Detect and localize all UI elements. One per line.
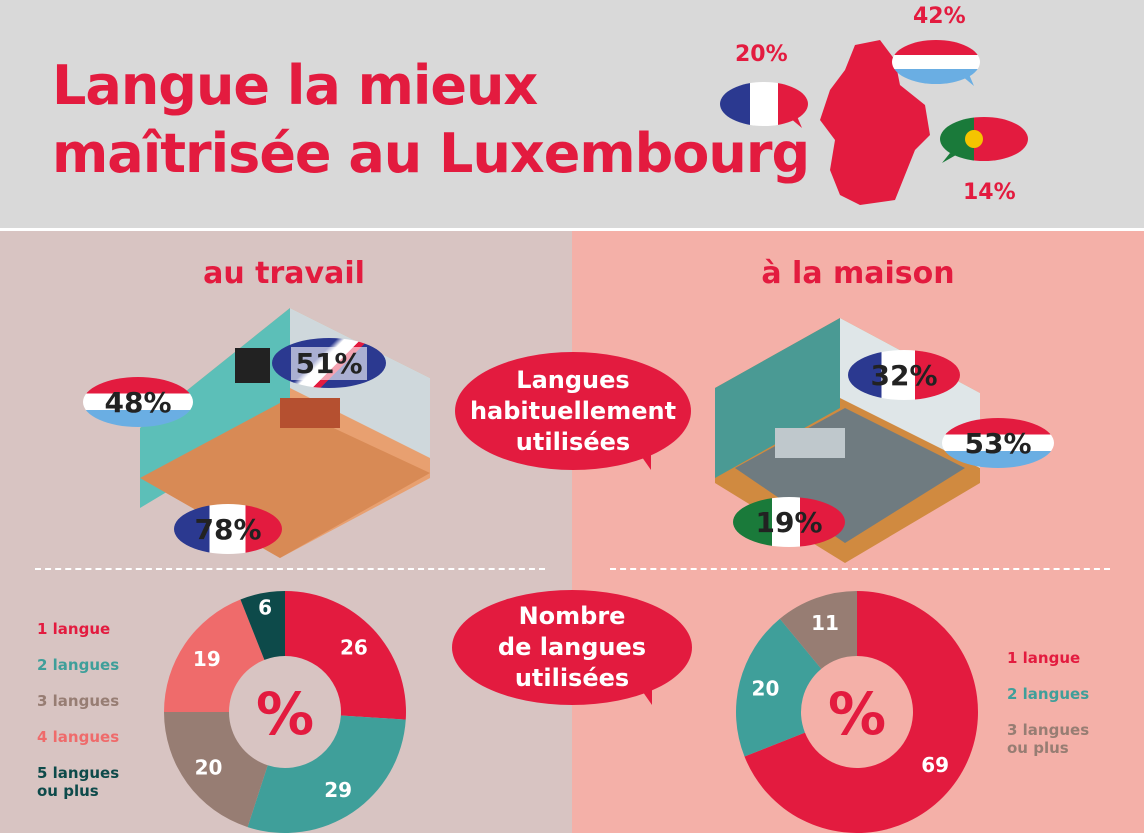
legend-item: 3 langues ou plus [1007, 721, 1090, 757]
legend-item: 2 langues [1007, 685, 1090, 703]
work-english-pct: 51% [291, 346, 367, 380]
work-luxembourgish-pct: 48% [104, 385, 172, 419]
bubble-line: utilisées [514, 664, 630, 692]
legend-item: 1 langue [1007, 649, 1081, 667]
bubble-line: de langues [497, 633, 647, 661]
home-portuguese-pct: 19% [755, 505, 823, 539]
portuguese-percentage: 14% [963, 180, 1016, 205]
title-line-1: Langue la mieux [52, 54, 538, 117]
home-french-pct: 32% [870, 358, 938, 392]
legend-item: 1 langue [37, 620, 111, 638]
portugal-flag-bubble-icon [940, 117, 1028, 163]
dashed-divider-right [610, 568, 1110, 570]
work-french-bubble: 78% [174, 504, 282, 554]
page-title: Langue la mieux maîtrisée au Luxembourg [52, 52, 810, 188]
home-legend: 1 langue 2 langues 3 langues ou plus [1007, 649, 1097, 757]
language-count-bubble: Nombre de langues utilisées [452, 590, 692, 705]
bubble-line: Nombre [518, 602, 626, 630]
bubble-line: Langues [516, 365, 630, 394]
home-heading: à la maison [761, 256, 955, 291]
luxembourgish-percentage: 42% [913, 4, 966, 29]
legend-item: 3 langues [37, 692, 120, 710]
work-legend: 1 langue 2 langues 3 langues 4 langues 5… [37, 620, 127, 800]
home-luxembourgish-pct: 53% [964, 426, 1032, 460]
home-portuguese-bubble: 19% [733, 497, 845, 547]
luxembourg-flag-bubble-icon [892, 40, 980, 86]
divider [0, 228, 1144, 231]
title-line-2: maîtrisée au Luxembourg [52, 122, 810, 185]
french-flag-bubble-icon [720, 82, 808, 128]
bubble-line: utilisées [515, 427, 631, 456]
legend-item: 4 langues [37, 728, 120, 746]
dashed-divider-left [35, 568, 545, 570]
bubble-line: habituellement [469, 396, 677, 425]
work-heading: au travail [203, 256, 365, 291]
work-french-pct: 78% [194, 512, 262, 546]
legend-item: 5 langues ou plus [37, 764, 120, 800]
french-percentage: 20% [735, 42, 788, 67]
legend-item: 2 langues [37, 656, 120, 674]
usual-languages-bubble: Langues habituellement utilisées [455, 352, 691, 470]
luxembourg-map-icon [820, 40, 930, 205]
work-english-bubble: 51% [272, 338, 386, 388]
home-french-bubble: 32% [848, 350, 960, 400]
work-luxembourgish-bubble: 48% [83, 377, 193, 427]
header-band [0, 0, 1144, 228]
home-luxembourgish-bubble: 53% [942, 418, 1054, 468]
luxembourg-map-illustration [720, 40, 1028, 205]
